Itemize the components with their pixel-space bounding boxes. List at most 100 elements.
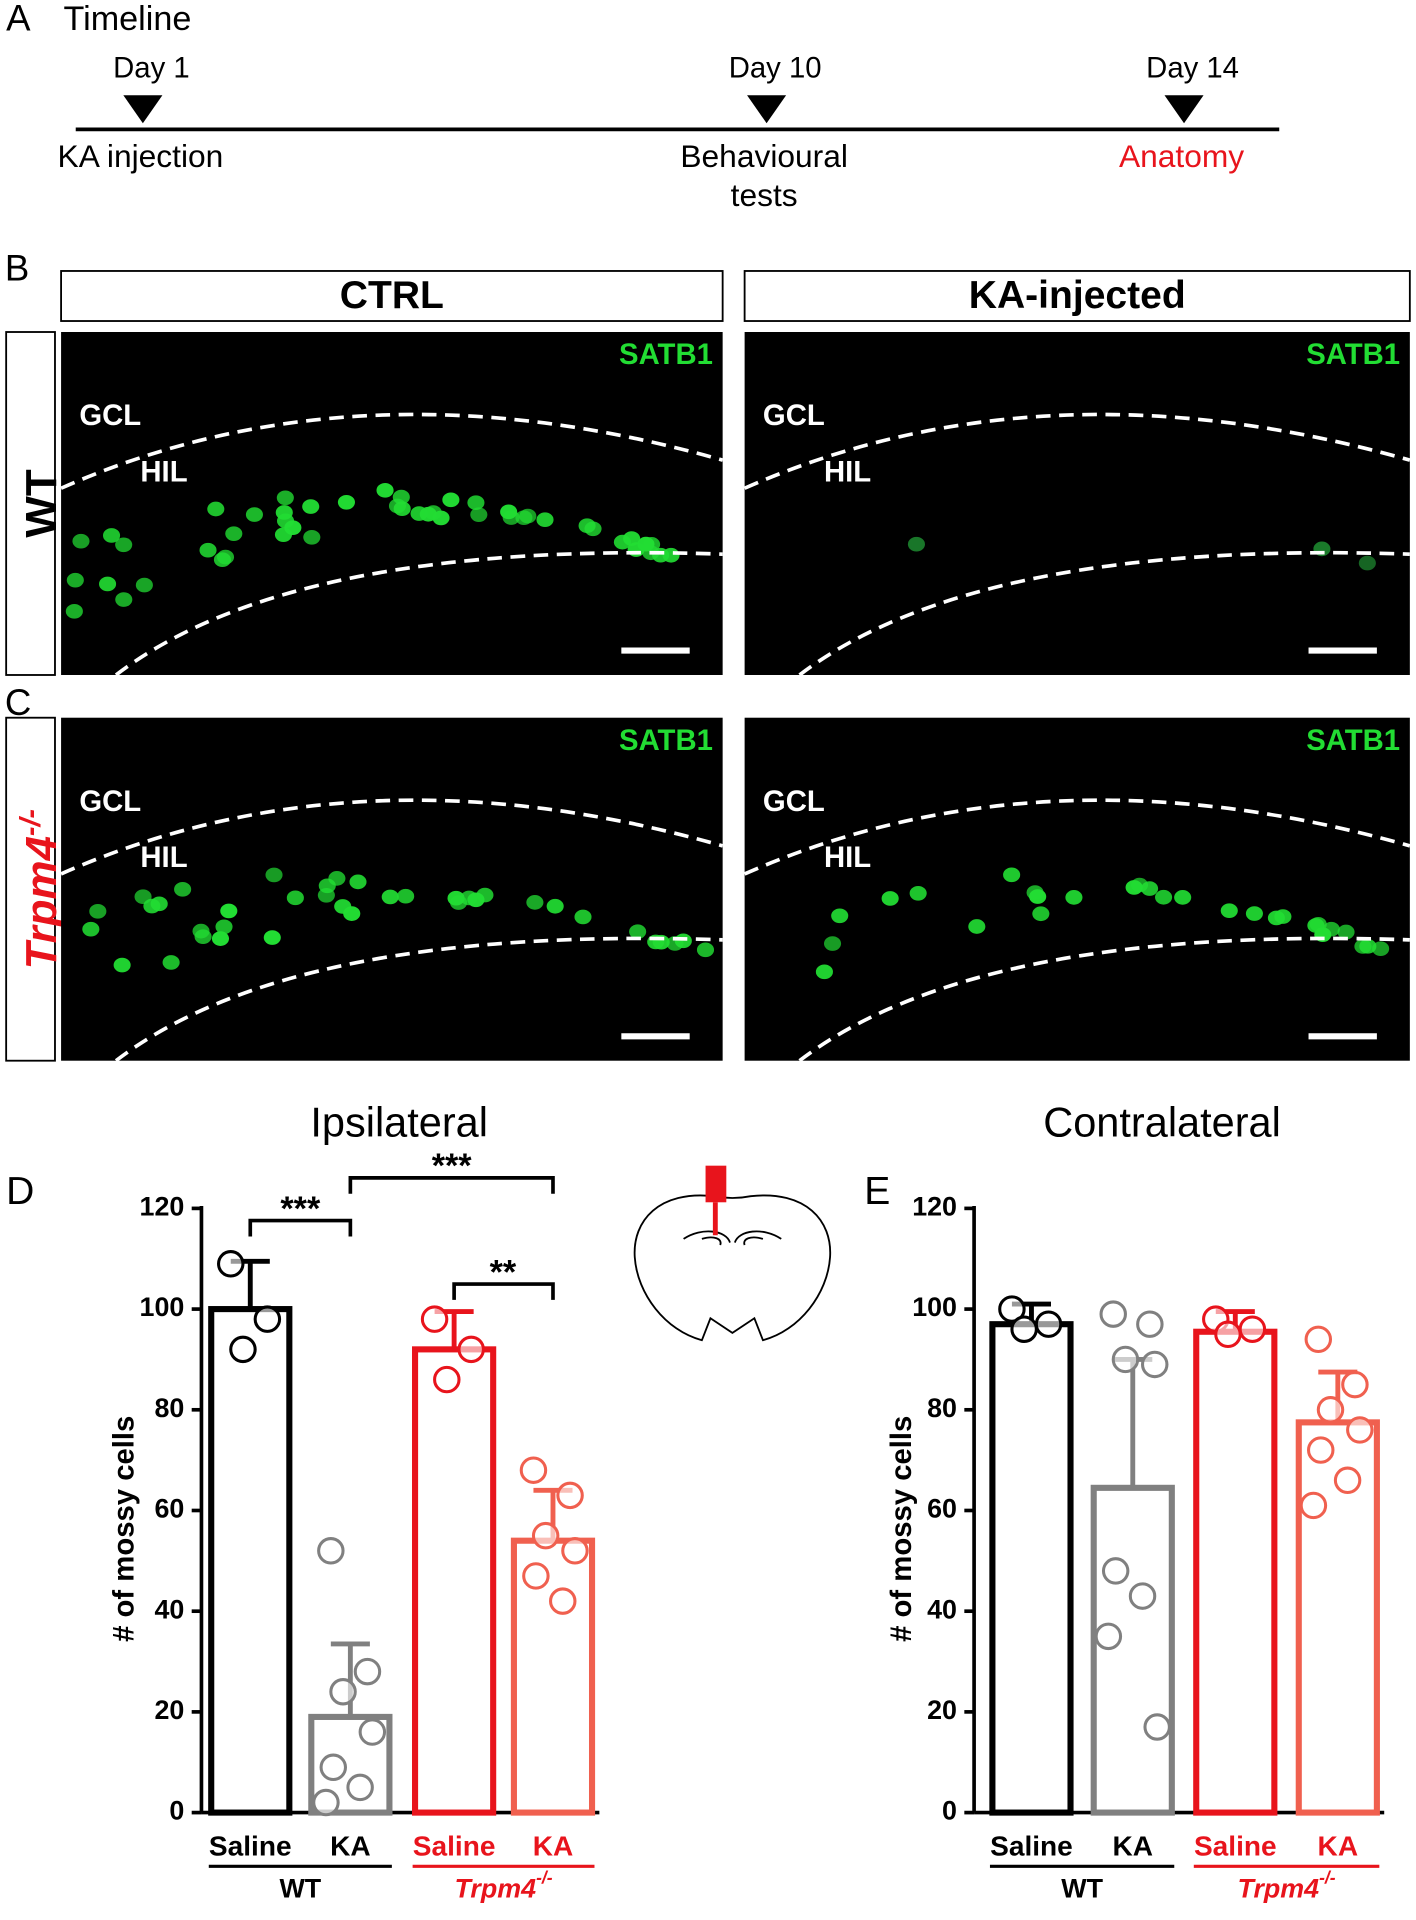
cell-nucleus (303, 529, 321, 545)
data-point (353, 1657, 382, 1686)
chart-title: Contralateral (1043, 1098, 1281, 1145)
column-header: CTRL (340, 274, 444, 317)
cell-nucleus (103, 528, 121, 543)
cell-nucleus (72, 533, 90, 549)
cell-nucleus (392, 489, 410, 505)
bar (1295, 1419, 1380, 1816)
micrograph (744, 717, 1410, 1061)
chart-title: Ipsilateral (310, 1098, 488, 1145)
panel-letter: E (864, 1170, 890, 1213)
data-point (420, 1305, 449, 1333)
event-label: Anatomy (1119, 138, 1244, 174)
cell-nucleus (393, 501, 411, 517)
cell-nucleus (1026, 885, 1044, 900)
y-tick-label: 0 (942, 1796, 957, 1826)
cell-nucleus (99, 576, 117, 592)
region-label: HIL (140, 841, 187, 874)
event-day: Day 1 (113, 51, 189, 84)
granule-cell-layer-border (743, 798, 1411, 876)
y-tick-label: 20 (155, 1695, 185, 1725)
hilus-border (798, 550, 1410, 677)
group-label-main: Trpm4 (455, 1874, 537, 1904)
event-day: Day 14 (1146, 51, 1239, 84)
micrograph (744, 332, 1410, 675)
cell-nucleus (637, 536, 655, 552)
row-label-sup: -/- (14, 809, 46, 836)
cell-nucleus (216, 549, 235, 565)
cell-nucleus (207, 501, 225, 517)
cell-nucleus (1174, 890, 1192, 905)
cell-nucleus (381, 889, 399, 905)
cell-nucleus (276, 490, 294, 506)
region-label: HIL (824, 455, 871, 488)
y-tick-label: 40 (927, 1594, 957, 1624)
hilus-border (114, 936, 723, 1063)
data-point (329, 1678, 357, 1706)
group-label-sup: -/- (1319, 1867, 1336, 1887)
row-label-box (5, 716, 56, 1062)
event-marker (123, 95, 163, 124)
group-label: Trpm4-/- (1238, 1867, 1336, 1904)
row-label-box (5, 331, 56, 676)
data-point (1333, 1466, 1362, 1495)
cell-nucleus (174, 881, 192, 897)
hilus-border (798, 936, 1410, 1063)
cell-nucleus (1245, 906, 1263, 921)
y-tick-label: 0 (169, 1796, 184, 1826)
cell-nucleus (115, 537, 133, 553)
cell-nucleus (376, 482, 394, 498)
data-point (561, 1537, 589, 1565)
x-tick-label: Saline (209, 1830, 292, 1861)
cell-nucleus (526, 895, 544, 910)
stain-label: SATB1 (1306, 338, 1400, 371)
bar (308, 1713, 393, 1816)
data-point (253, 1305, 282, 1333)
micrograph (61, 717, 723, 1061)
cell-nucleus (135, 577, 153, 593)
cell-nucleus (211, 931, 230, 946)
cell-nucleus (546, 898, 564, 914)
bar (208, 1306, 293, 1816)
cell-nucleus (424, 505, 442, 520)
bar (412, 1346, 497, 1816)
event-marker (747, 95, 787, 124)
event-marker (1164, 95, 1204, 124)
data-point (1010, 1315, 1038, 1343)
row-label-main: Trpm4 (17, 836, 66, 970)
data-point (1238, 1315, 1267, 1343)
cell-nucleus (662, 547, 680, 563)
data-point (522, 1562, 550, 1590)
cell-nucleus (519, 508, 537, 524)
cell-nucleus (275, 505, 293, 520)
y-tick-label: 100 (140, 1292, 185, 1322)
cell-nucleus (1372, 941, 1390, 957)
cell-nucleus (82, 921, 100, 937)
data-point (1346, 1416, 1374, 1444)
x-tick-label: Saline (1194, 1830, 1277, 1861)
data-point (433, 1365, 461, 1394)
cell-nucleus (143, 898, 161, 914)
cell-nucleus (65, 604, 83, 619)
cell-nucleus (574, 909, 592, 925)
x-tick-label: KA (1112, 1830, 1153, 1861)
cell-nucleus (1358, 555, 1376, 571)
cell-nucleus (696, 942, 715, 958)
data-point (1141, 1350, 1169, 1379)
data-point (1111, 1345, 1140, 1374)
region-label: GCL (79, 785, 141, 818)
cell-nucleus (1032, 906, 1050, 922)
stain-label: SATB1 (1306, 724, 1400, 757)
group-label: WT (1061, 1874, 1103, 1904)
cell-nucleus (674, 933, 692, 949)
data-point (1304, 1325, 1333, 1354)
cell-nucleus (220, 903, 238, 919)
event-label: tests (731, 177, 798, 213)
panel-letter: C (5, 682, 31, 723)
cell-nucleus (328, 871, 346, 886)
cell-nucleus (536, 512, 554, 528)
group-label-sup: -/- (536, 1867, 553, 1887)
row-label-main: WT (17, 469, 66, 537)
y-tick-label: 60 (927, 1494, 957, 1524)
column-header: KA-injected (969, 274, 1186, 317)
